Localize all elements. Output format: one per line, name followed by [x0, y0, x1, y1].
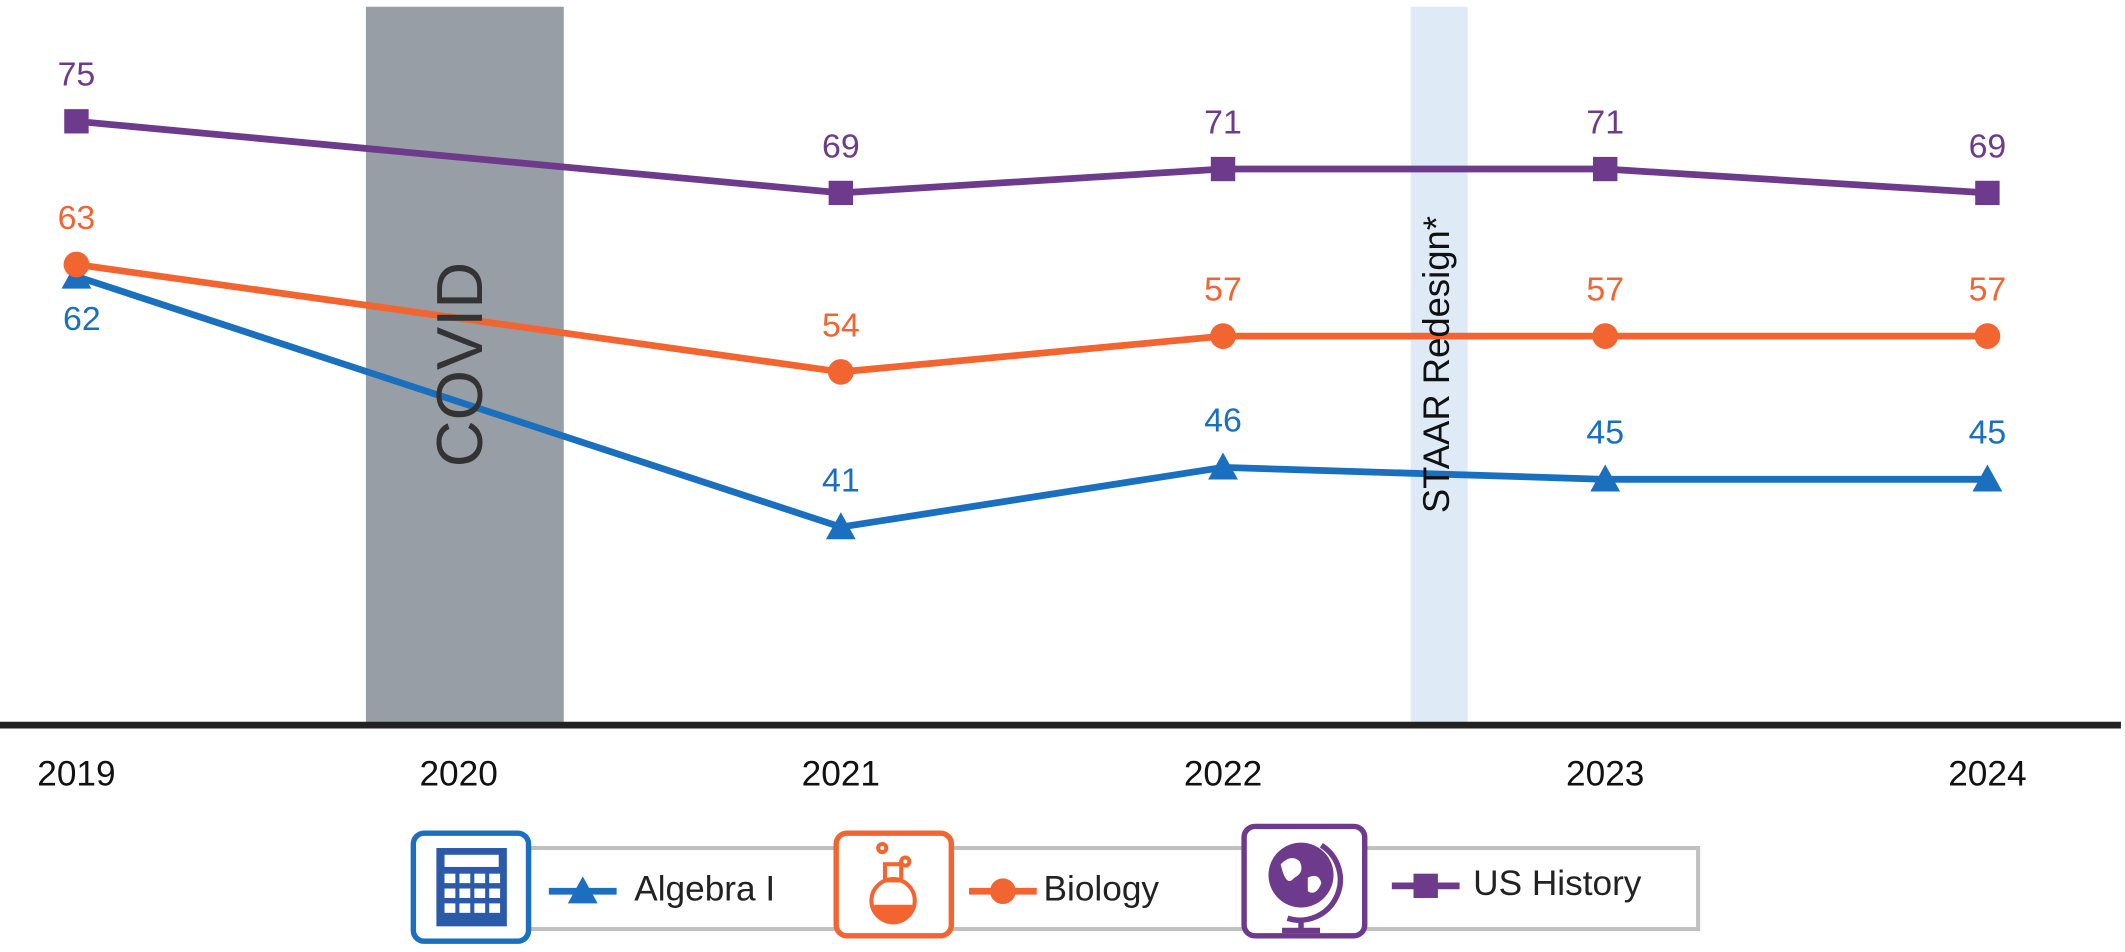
- calculator-keys: [444, 873, 501, 913]
- marker: [828, 180, 854, 206]
- marker: [1593, 156, 1618, 182]
- staar-band: [1410, 6, 1468, 726]
- data-label: 57: [1204, 271, 1242, 309]
- series-line: [75, 261, 1988, 376]
- legend-label: Biology: [1044, 870, 1160, 909]
- marker: [1590, 464, 1621, 492]
- marker: [1974, 323, 2001, 349]
- legend: [410, 823, 1701, 944]
- globe: [1268, 842, 1334, 908]
- data-label: 57: [1969, 271, 2007, 309]
- series-line: [75, 273, 1988, 531]
- globe-stand: [1282, 843, 1344, 934]
- data-label: 71: [1586, 103, 1624, 141]
- x-tick-label: 2019: [37, 755, 115, 794]
- marker: [63, 251, 90, 278]
- x-tick-label: 2022: [1184, 755, 1262, 794]
- legend-label: US History: [1473, 864, 1642, 903]
- marker: [1210, 323, 1236, 349]
- data-label: 63: [58, 199, 96, 237]
- data-label: 57: [1586, 271, 1624, 309]
- legend-marker: [1413, 873, 1438, 898]
- marker: [1972, 464, 2003, 492]
- data-label: 45: [1586, 414, 1624, 452]
- staar-label: STAAR Redesign*: [1416, 216, 1457, 513]
- data-label: 62: [63, 300, 101, 338]
- covid-label: COVID: [423, 262, 496, 467]
- data-label: 46: [1204, 402, 1242, 440]
- covid-band: [365, 6, 564, 726]
- marker: [1208, 452, 1238, 480]
- data-label: 75: [58, 56, 96, 94]
- x-tick-label: 2021: [802, 755, 880, 794]
- marker: [1975, 180, 2000, 206]
- x-tick-label: 2023: [1566, 755, 1644, 794]
- calculator-screen: [444, 854, 499, 867]
- legend-marker: [989, 878, 1016, 905]
- data-label: 69: [822, 127, 860, 165]
- data-label: 69: [1969, 127, 2007, 165]
- data-label: 54: [822, 306, 860, 344]
- marker: [827, 359, 854, 385]
- flask-liquid: [874, 904, 913, 924]
- marker: [1592, 323, 1619, 349]
- legend-marker: [567, 876, 598, 904]
- data-label: 71: [1204, 103, 1242, 141]
- data-label: 45: [1969, 414, 2007, 452]
- legend-label: Algebra I: [634, 870, 775, 909]
- marker: [825, 512, 856, 540]
- x-tick-label: 2024: [1948, 755, 2026, 794]
- marker: [1210, 156, 1236, 182]
- x-tick-label: 2020: [419, 755, 497, 794]
- marker: [64, 109, 89, 134]
- series-line: [76, 117, 1988, 197]
- flask-icon: [833, 830, 955, 939]
- data-label: 41: [822, 461, 860, 499]
- globe-land: [1280, 858, 1322, 893]
